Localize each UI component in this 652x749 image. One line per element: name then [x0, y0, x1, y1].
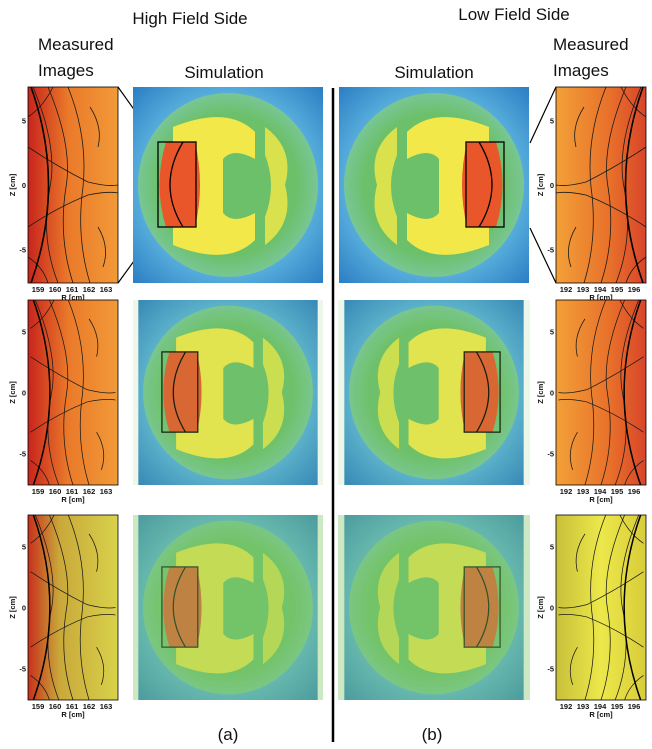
y-tick-label: 5	[22, 327, 26, 336]
y-tick-label: -5	[547, 450, 554, 459]
x-tick-label: 159	[32, 487, 45, 496]
frame	[27, 86, 119, 284]
shading	[133, 515, 323, 700]
y-tick-label: 5	[22, 116, 26, 125]
x-tick-label: 160	[49, 487, 62, 496]
y-axis-label: Z [cm]	[8, 173, 17, 196]
x-tick-label: 196	[628, 487, 641, 496]
y-axis-label: Z [cm]	[8, 381, 17, 404]
x-tick-label: 160	[49, 702, 62, 711]
shading	[338, 515, 530, 700]
y-tick-label: -5	[19, 450, 26, 459]
x-tick-label: 163	[100, 285, 113, 294]
y-tick-label: 5	[550, 542, 554, 551]
simulation-image	[133, 515, 323, 700]
x-tick-label: 163	[100, 487, 113, 496]
x-tick-label: 163	[100, 702, 113, 711]
frame	[555, 86, 647, 284]
column-label: Images	[553, 61, 609, 80]
x-tick-label: 195	[611, 487, 624, 496]
frame	[27, 299, 119, 486]
shading	[133, 300, 323, 485]
simulation-image	[338, 515, 530, 700]
y-tick-label: -5	[547, 246, 554, 255]
y-tick-label: 0	[550, 181, 554, 190]
y-tick-label: 5	[550, 327, 554, 336]
y-tick-label: 5	[550, 116, 554, 125]
y-tick-label: -5	[19, 246, 26, 255]
x-tick-label: 159	[32, 702, 45, 711]
simulation-map	[338, 87, 530, 283]
x-axis-label: R [cm]	[589, 293, 613, 302]
x-tick-label: 196	[628, 702, 641, 711]
x-tick-label: 162	[83, 285, 96, 294]
x-axis-label: R [cm]	[61, 710, 85, 719]
x-tick-label: 162	[83, 702, 96, 711]
frame	[555, 299, 647, 486]
x-axis-label: R [cm]	[589, 495, 613, 504]
x-tick-label: 159	[32, 285, 45, 294]
x-tick-label: 192	[560, 285, 573, 294]
x-tick-label: 194	[594, 285, 607, 294]
y-tick-label: -5	[547, 665, 554, 674]
y-axis-label: Z [cm]	[536, 596, 545, 619]
x-tick-label: 195	[611, 702, 624, 711]
y-tick-label: -5	[19, 665, 26, 674]
y-axis-label: Z [cm]	[536, 173, 545, 196]
x-axis-label: R [cm]	[61, 495, 85, 504]
x-tick-label: 194	[594, 702, 607, 711]
x-tick-label: 193	[577, 487, 590, 496]
y-axis-label: Z [cm]	[8, 596, 17, 619]
panel-label: (a)	[218, 725, 239, 744]
y-tick-label: 0	[550, 389, 554, 398]
x-tick-label: 161	[66, 702, 79, 711]
x-axis-label: R [cm]	[61, 293, 85, 302]
simulation-map	[133, 87, 323, 283]
x-tick-label: 161	[66, 487, 79, 496]
y-tick-label: 0	[22, 181, 26, 190]
x-tick-label: 193	[577, 702, 590, 711]
x-tick-label: 161	[66, 285, 79, 294]
frame	[27, 514, 119, 701]
y-tick-label: 0	[550, 604, 554, 613]
simulation-image	[133, 87, 323, 283]
column-label: Simulation	[184, 63, 263, 82]
x-tick-label: 193	[577, 285, 590, 294]
simulation-image	[133, 300, 323, 485]
column-label: Measured	[553, 35, 629, 54]
column-label: Simulation	[394, 63, 473, 82]
y-tick-label: 0	[22, 389, 26, 398]
panel-label: (b)	[422, 725, 443, 744]
y-tick-label: 5	[22, 542, 26, 551]
header: Low Field Side	[458, 5, 570, 24]
shading	[338, 300, 530, 485]
x-tick-label: 192	[560, 702, 573, 711]
zoom-line	[529, 86, 557, 144]
zoom-line	[529, 227, 557, 284]
y-axis-label: Z [cm]	[536, 381, 545, 404]
x-tick-label: 194	[594, 487, 607, 496]
x-tick-label: 195	[611, 285, 624, 294]
x-tick-label: 162	[83, 487, 96, 496]
x-tick-label: 196	[628, 285, 641, 294]
x-tick-label: 192	[560, 487, 573, 496]
x-tick-label: 160	[49, 285, 62, 294]
column-label: Measured	[38, 35, 114, 54]
simulation-image	[338, 300, 530, 485]
x-axis-label: R [cm]	[589, 710, 613, 719]
simulation-image	[338, 87, 530, 283]
frame	[555, 514, 647, 701]
column-label: Images	[38, 61, 94, 80]
y-tick-label: 0	[22, 604, 26, 613]
header: High Field Side	[132, 9, 247, 28]
